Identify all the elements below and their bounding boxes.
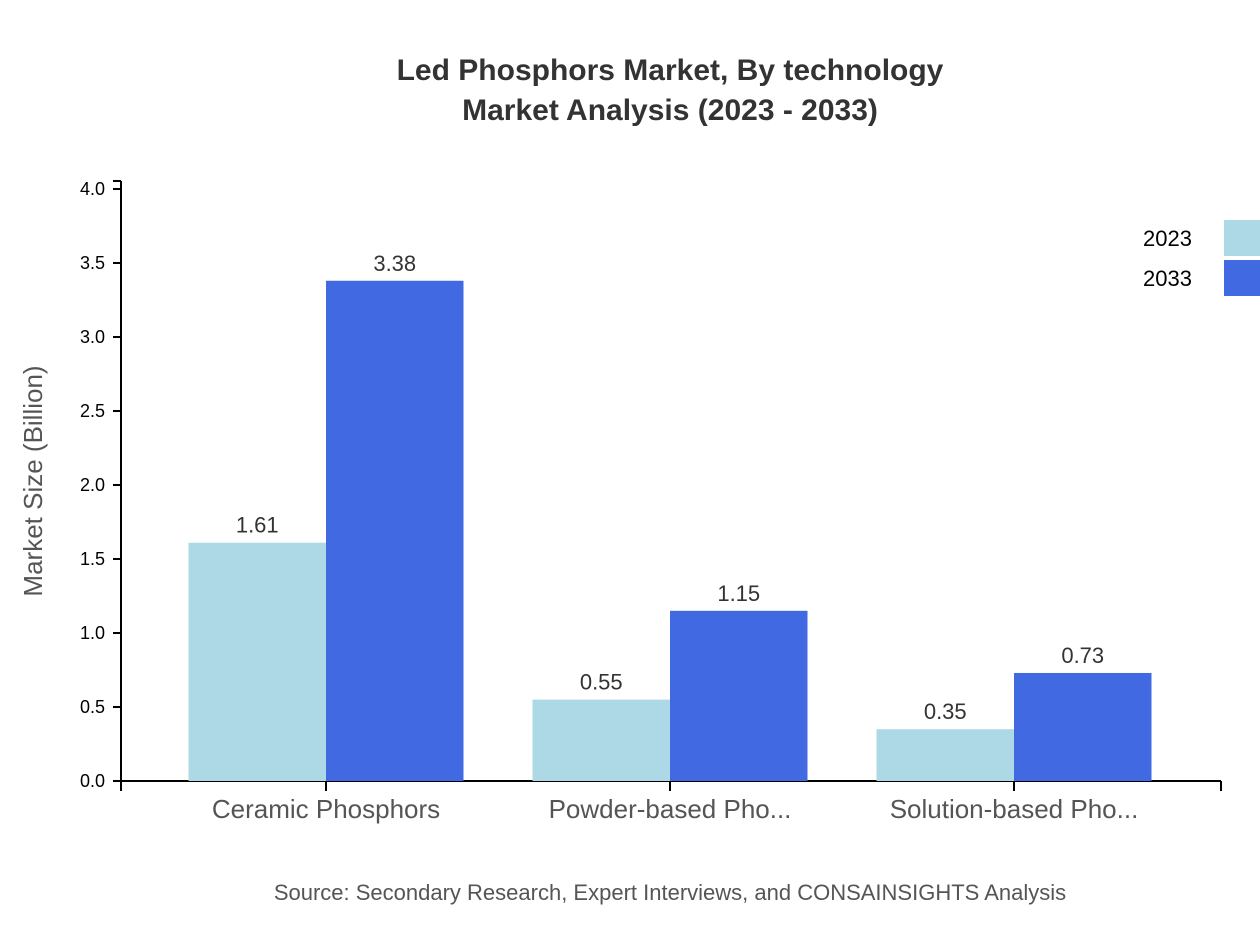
y-tick-label: 2.0 [80, 475, 105, 495]
y-tick-label: 1.0 [80, 623, 105, 643]
y-tick-label: 1.5 [80, 549, 105, 569]
bar-2033 [326, 280, 464, 781]
source-note: Source: Secondary Research, Expert Inter… [274, 880, 1066, 905]
y-axis-label: Market Size (Billion) [18, 365, 48, 596]
data-label: 3.38 [373, 251, 416, 276]
bar-2023 [188, 542, 326, 781]
y-tick-label: 3.0 [80, 327, 105, 347]
chart-subtitle: Market Analysis (2023 - 2033) [462, 94, 878, 127]
bar-2033 [670, 610, 808, 781]
y-tick-label: 2.5 [80, 401, 105, 421]
y-tick-label: 4.0 [80, 179, 105, 199]
data-label: 0.73 [1061, 643, 1104, 668]
data-label: 1.15 [717, 581, 760, 606]
y-tick-label: 3.5 [80, 253, 105, 273]
bar-2023 [532, 699, 670, 781]
data-label: 0.35 [924, 699, 967, 724]
chart-title: Led Phosphors Market, By technology [397, 54, 944, 87]
legend-label: 2033 [1143, 266, 1192, 291]
data-label: 0.55 [580, 670, 623, 695]
legend-swatch-2033 [1224, 260, 1260, 296]
y-tick-label: 0.5 [80, 697, 105, 717]
x-tick-label: Solution-based Pho... [890, 794, 1139, 824]
bar-2033 [1014, 672, 1152, 781]
data-label: 1.61 [236, 513, 279, 538]
legend-swatch-2023 [1224, 220, 1260, 256]
bar-2023 [876, 729, 1014, 781]
x-tick-label: Ceramic Phosphors [212, 794, 440, 824]
x-tick-label: Powder-based Pho... [549, 794, 792, 824]
y-tick-label: 0.0 [80, 771, 105, 791]
legend-label: 2023 [1143, 226, 1192, 251]
